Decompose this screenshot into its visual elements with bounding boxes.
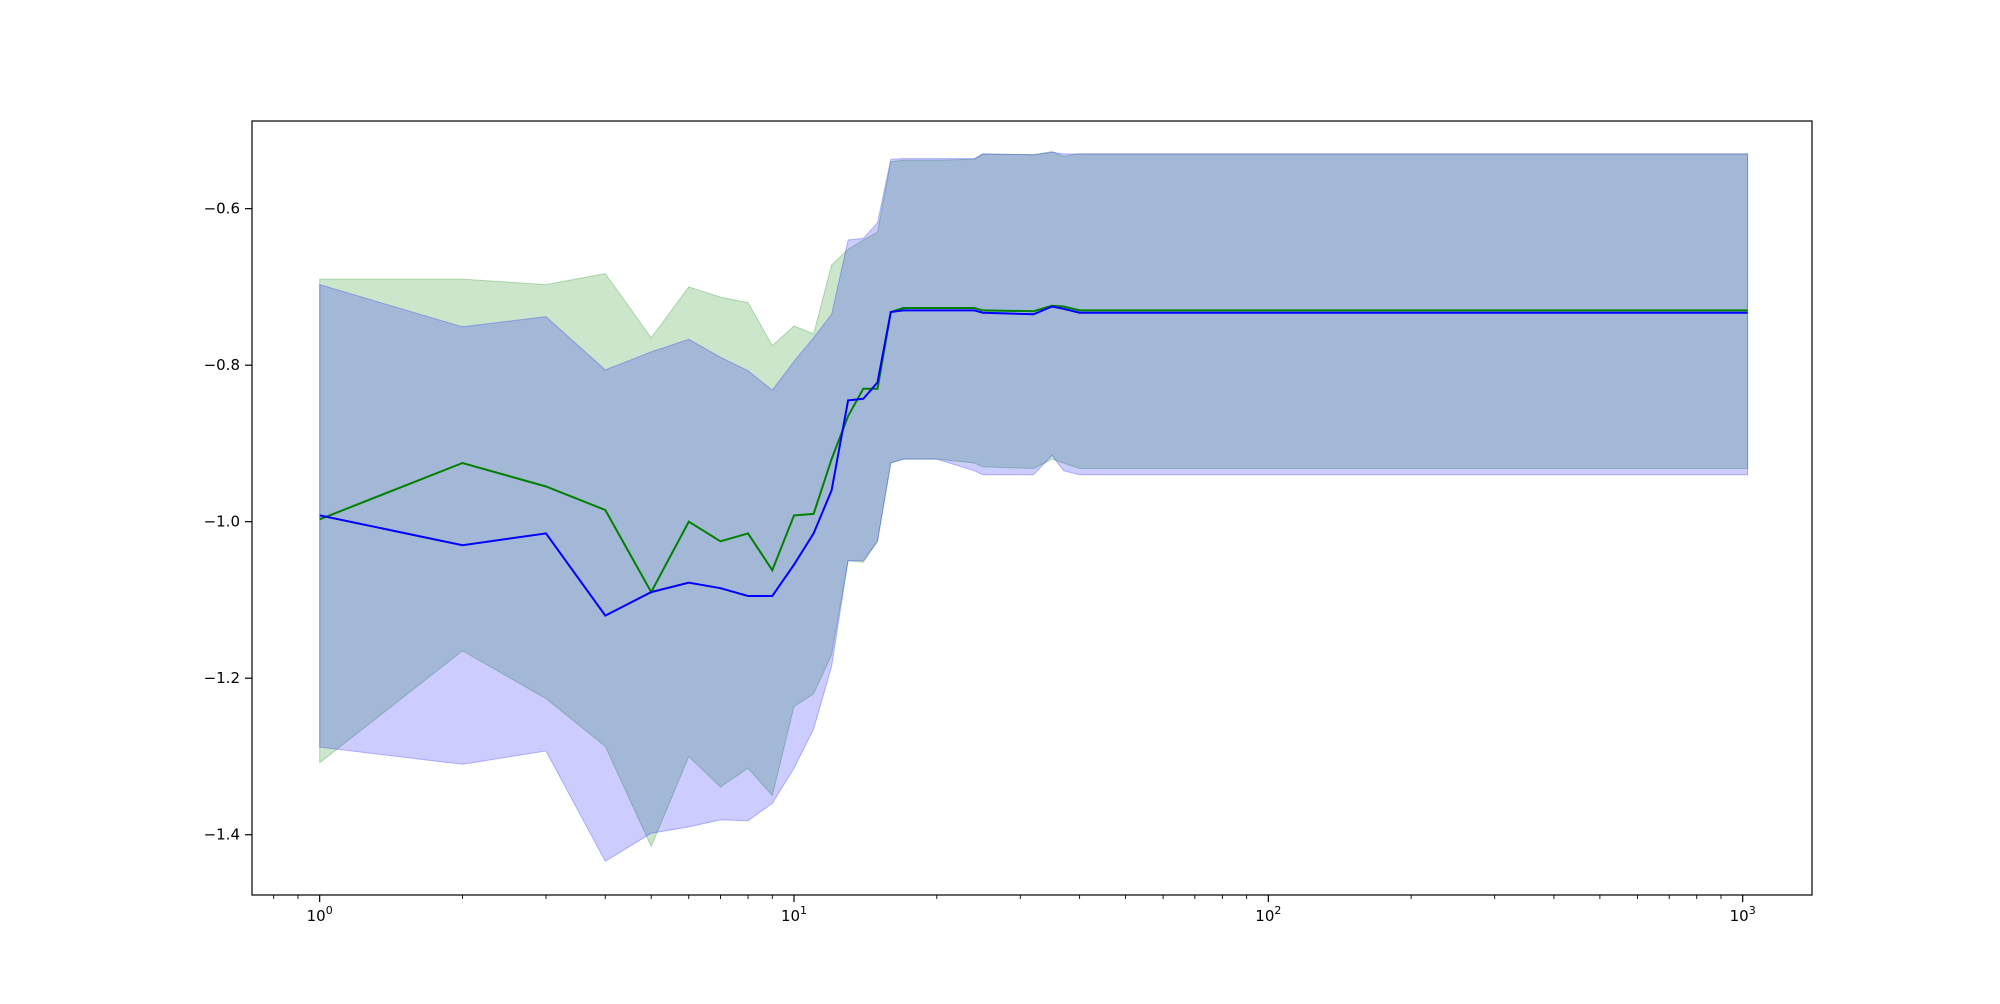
y-tick-label-1: −1.2 — [204, 669, 240, 687]
series-1-band — [319, 151, 1749, 863]
y-tick-label-0: −1.4 — [204, 826, 240, 844]
lines-layer — [319, 304, 1748, 617]
x-tick-label-0: 100 — [307, 904, 333, 925]
series-1-line — [319, 305, 1748, 617]
y-tick-label-3: −0.8 — [204, 356, 240, 374]
y-tick-label-4: −0.6 — [204, 200, 240, 218]
x-axis: 100 101 102 103 — [273, 895, 1756, 925]
y-axis: −1.4 −1.2 −1.0 −0.8 −0.6 — [204, 200, 252, 844]
bands-layer — [319, 150, 1749, 863]
x-tick-label-3: 103 — [1730, 904, 1756, 925]
x-tick-label-2: 102 — [1255, 904, 1281, 925]
plot-frame — [251, 120, 1813, 896]
x-tick-label-1: 101 — [781, 904, 807, 925]
y-tick-label-2: −1.0 — [204, 513, 240, 531]
series-0-band — [319, 150, 1749, 848]
